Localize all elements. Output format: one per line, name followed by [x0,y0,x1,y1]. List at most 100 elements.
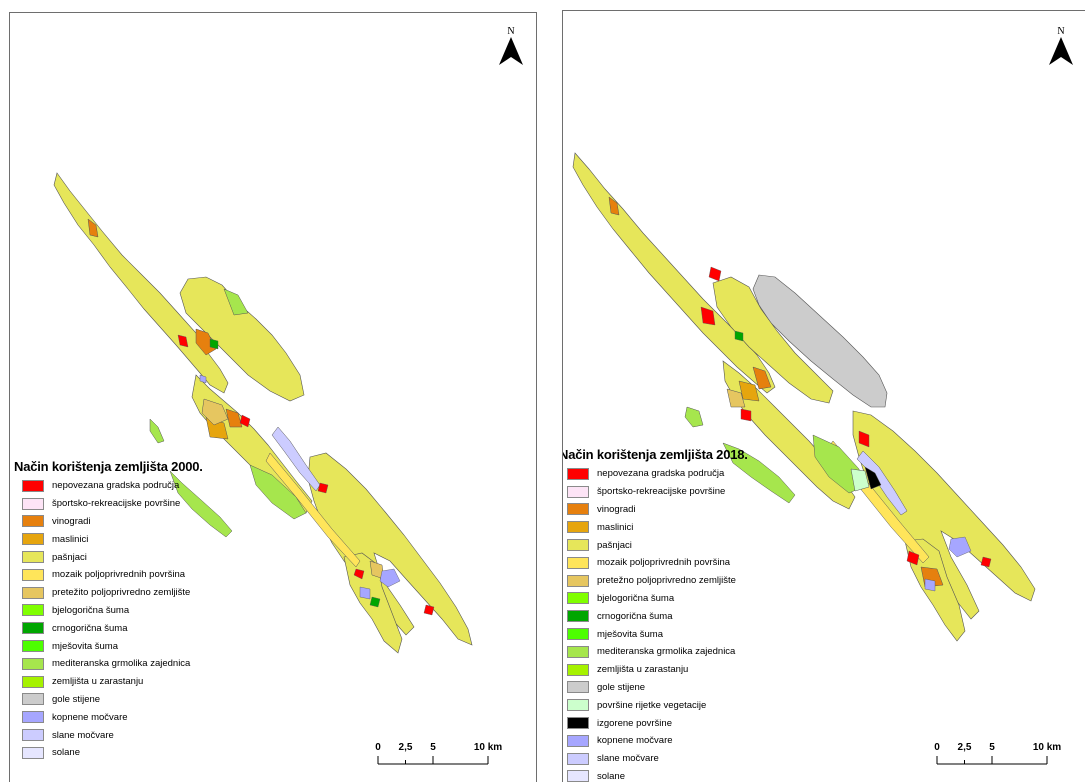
legend-swatch [22,479,44,492]
legend-label: pretežno poljoprivredno zemljište [597,575,736,587]
legend-label: bjelogorična šuma [52,604,130,616]
legend-item-mjesovita-suma: mješovita šuma [563,625,748,643]
land-vineyard-ridge [608,196,620,216]
legend-swatch [22,640,44,653]
land-conifer-1 [734,330,744,342]
legend-item-mozaik-poljoprivrednih-povrsina: mozaik poljoprivrednih površina [14,566,203,584]
legend-swatch [22,551,44,564]
north-arrow: N [499,27,523,70]
legend-label: mozaik poljoprivrednih površina [52,569,186,581]
scale-label-2-5: 2,5 [957,742,972,753]
legend-item-gole-stijene: gole stijene [14,691,203,709]
land-urban-5 [708,266,722,282]
legend-item-slane-mocvare: slane močvare [14,726,203,744]
legend-swatch [22,711,44,724]
land-shrub-north [223,288,249,316]
land-conifer-2 [369,596,381,608]
legend-label: mozaik poljoprivrednih površina [597,557,731,569]
north-label: N [1057,26,1065,37]
legend-label: zemljišta u zarastanju [52,676,144,688]
land-sparse-vegetation [850,468,870,492]
scale-bar: 0 2,5 5 10 km [370,742,503,774]
land-inland-marsh-1 [948,536,972,558]
map-panel-2018: N Način korištenja zemljišta 2018. nepov… [562,10,1085,782]
legend-label: pašnjaci [597,539,632,551]
legend-swatch [22,622,44,635]
legend-item-povrsine-rijetke-vegetacije: površine rijetke vegetacije [563,696,748,714]
legend-item-vinogradi: vinogradi [563,501,748,519]
legend-item-zemljista-u-zarastanju: zemljišta u zarastanju [563,661,748,679]
land-conifer-1 [209,338,219,350]
legend-swatch [22,533,44,546]
legend-swatch [567,681,589,694]
scale-label-5: 5 [989,742,995,753]
legend-item-mozaik-poljoprivrednih-povrsina: mozaik poljoprivrednih površina [563,554,748,572]
land-urban-2 [740,408,752,422]
legend-label: športsko-rekreacijske površine [52,498,181,510]
legend-label: pretežito poljoprivredno zemljište [52,587,191,599]
north-arrow-icon [499,37,523,65]
scale-label-0: 0 [934,742,940,753]
legend-item-sportsko-rekreacijske-povrsine: športsko-rekreacijske površine [563,483,748,501]
legend-swatch [567,539,589,552]
legend-swatch [567,717,589,730]
scale-bar-graphic [377,756,489,765]
land-salt-marsh [271,426,321,492]
land-urban-3 [858,430,870,448]
land-salt-marsh [856,450,908,516]
scale-label-2-5: 2,5 [398,742,413,753]
legend-item-mediteranska-grmolika-zajednica: mediteranska grmolika zajednica [14,655,203,673]
scale-label-0: 0 [375,742,381,753]
scale-bar: 0 2,5 5 10 km [929,742,1061,774]
legend-swatch [22,693,44,706]
legend-swatch [567,628,589,641]
legend-label: kopnene močvare [597,735,673,747]
legend-item-izgorene-povrsine: izgorene površine [563,714,748,732]
legend-swatch [22,675,44,688]
legend-swatch [567,467,589,480]
legend-label: gole stijene [52,693,101,705]
legend-swatch [567,485,589,498]
legend-item-maslinici: maslinici [14,530,203,548]
legend-swatch [567,503,589,516]
land-shrub-middle [249,464,307,520]
legend-label: površine rijetke vegetacije [597,699,707,711]
scale-label-10-km: 10 km [473,742,503,753]
legend-item-kopnene-mocvare: kopnene močvare [14,708,203,726]
legend-2000: Način korištenja zemljišta 2000. nepovez… [14,459,203,762]
land-shrub-islet [684,406,704,428]
legend-item-sportsko-rekreacijske-povrsine: športsko-rekreacijske površine [14,495,203,513]
legend-swatch [22,497,44,510]
legend-item-kopnene-mocvare: kopnene močvare [563,732,748,750]
land-pasture-north-ridge [572,152,776,394]
legend-items: nepovezana gradska područja športsko-rekr… [14,477,203,762]
legend-swatch [22,515,44,528]
legend-item-solane: solane [14,744,203,762]
legend-item-crnogoricna-suma: crnogorična šuma [14,619,203,637]
land-inland-marsh-2 [924,578,936,592]
land-urban-5 [423,604,435,616]
legend-label: crnogorična šuma [52,622,128,634]
legend-label: vinogradi [52,515,91,527]
land-agricultural-middle [201,398,229,426]
legend-label: mješovita šuma [52,640,118,652]
legend-swatch [567,734,589,747]
land-urban-1 [700,306,716,326]
land-vineyard-ridge [87,218,99,238]
legend-label: maslinici [597,521,634,533]
legend-items: nepovezana gradska područja športsko-rekr… [563,465,748,782]
land-pasture-south [307,452,473,646]
north-arrow: N [1049,27,1073,70]
legend-swatch [567,645,589,658]
land-inland-marsh-1 [379,568,401,588]
legend-swatch [567,556,589,569]
legend-label: nepovezana gradska područja [597,468,725,480]
land-burnt-area [864,466,882,490]
legend-item-mediteranska-grmolika-zajednica: mediteranska grmolika zajednica [563,643,748,661]
legend-label: slane močvare [597,753,659,765]
land-inland-marsh-3 [199,374,207,384]
legend-swatch [567,752,589,765]
legend-item-zemljista-u-zarastanju: zemljišta u zarastanju [14,673,203,691]
legend-label: nepovezana gradska područja [52,480,180,492]
legend-item-pasnjaci: pašnjaci [563,536,748,554]
